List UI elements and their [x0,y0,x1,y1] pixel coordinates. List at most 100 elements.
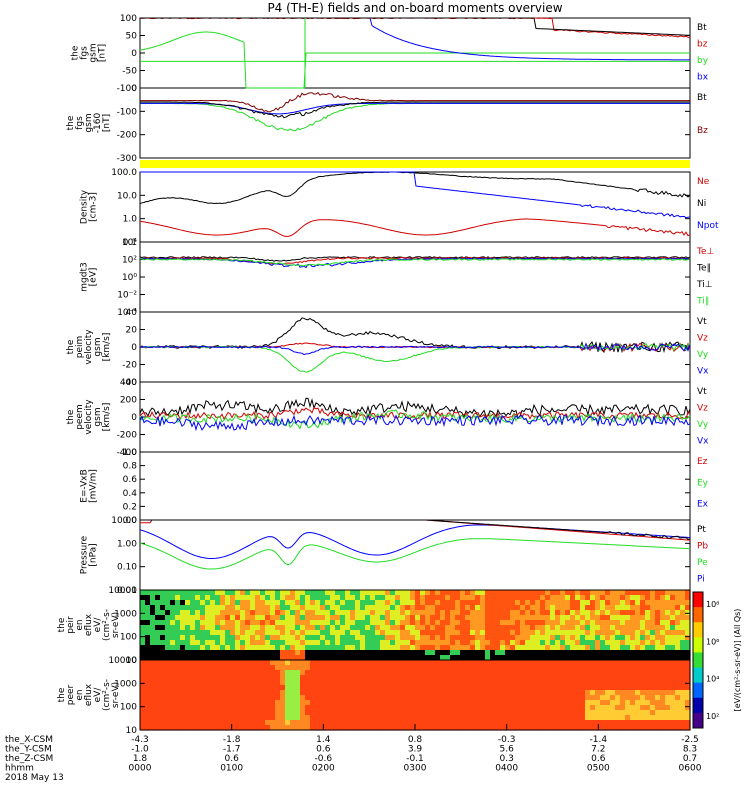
heatmap-cell [480,700,486,706]
heatmap-cell [245,655,251,661]
heatmap-cell [665,650,671,656]
panel-pressure: Pressure [nPa] [80,519,691,591]
heatmap-cell [570,590,576,596]
heatmap-cell [195,605,201,611]
heatmap-cell [370,690,376,696]
ephemeris-value: 1.8 [133,754,148,764]
heatmap-cell [240,610,246,616]
heatmap-cell [230,710,236,716]
heatmap-cell [565,610,571,616]
heatmap-cell [260,705,266,711]
heatmap-cell [355,705,361,711]
colorbar-frame [692,591,704,729]
heatmap-cell [560,725,566,731]
heatmap-cell [580,610,586,616]
heatmap-cell [650,595,656,601]
heatmap-cell [655,670,661,676]
heatmap-cell [175,695,181,701]
heatmap-cell [675,705,681,711]
heatmap-cell [680,645,686,651]
heatmap-cell [595,675,601,681]
heatmap-cell [275,590,281,596]
heatmap-cell [470,705,476,711]
heatmap-cell [235,650,241,656]
heatmap-cell [185,650,191,656]
heatmap-cell [310,720,316,726]
heatmap-cell [470,700,476,706]
heatmap-cell [265,670,271,676]
heatmap-cell [530,600,536,606]
heatmap-cell [290,705,296,711]
heatmap-cell [425,615,431,621]
y-tick-label: 0.0 [123,516,138,526]
heatmap-cell [475,645,481,651]
heatmap-cell [490,660,496,666]
heatmap-cell [265,675,271,681]
heatmap-cell [275,725,281,731]
heatmap-cell [205,675,211,681]
heatmap-cell [235,695,241,701]
heatmap-cell [360,710,366,716]
heatmap-cell [650,715,656,721]
heatmap-cell [595,695,601,701]
heatmap-cell [495,680,501,686]
heatmap-cell [240,680,246,686]
heatmap-cell [515,685,521,691]
heatmap-cell [405,610,411,616]
series-pb [140,519,691,541]
heatmap-cell [680,685,686,691]
heatmap-cell [655,645,661,651]
heatmap-cell [665,670,671,676]
heatmap-cell [535,720,541,726]
heatmap-cell [275,670,281,676]
heatmap-cell [595,590,601,596]
heatmap-cell [220,660,226,666]
heatmap-cell [460,650,466,656]
heatmap-cell [560,695,566,701]
heatmap-cell [385,720,391,726]
heatmap-cell [195,600,201,606]
heatmap-cell [390,620,396,626]
heatmap-cell [425,680,431,686]
heatmap-cell [490,680,496,686]
heatmap-cell [280,650,286,656]
heatmap-cell [640,680,646,686]
heatmap-cell [560,595,566,601]
heatmap-cell [270,720,276,726]
heatmap-cell [390,600,396,606]
heatmap-cell [255,705,261,711]
heatmap-cell [330,695,336,701]
heatmap-cell [355,675,361,681]
heatmap-cell [140,610,146,616]
heatmap-cell [560,660,566,666]
ephemeris-value: -0.6 [315,754,333,764]
heatmap-cell [540,650,546,656]
heatmap-cell [165,600,171,606]
heatmap-cell [525,665,531,671]
heatmap-cell [615,665,621,671]
heatmap-cell [530,635,536,641]
heatmap-cell [480,655,486,661]
heatmap-cell [210,625,216,631]
heatmap-cell [390,695,396,701]
heatmap-cell [405,590,411,596]
heatmap-cell [565,700,571,706]
y-tick-label: 0 [131,84,137,94]
heatmap-cell [330,655,336,661]
heatmap-cell [140,630,146,636]
heatmap-cell [495,595,501,601]
heatmap-cell [550,725,556,731]
heatmap-cell [500,720,506,726]
heatmap-cell [560,645,566,651]
heatmap-cell [265,680,271,686]
ephemeris-row-label: the_X-CSM [5,735,53,745]
heatmap-cell [340,720,346,726]
heatmap-cell [150,670,156,676]
heatmap-cell [600,710,606,716]
heatmap-cell [280,680,286,686]
heatmap-cell [530,725,536,731]
heatmap-cell [480,685,486,691]
heatmap-cell [480,610,486,616]
heatmap-cell [685,645,691,651]
heatmap-cell [140,615,146,621]
